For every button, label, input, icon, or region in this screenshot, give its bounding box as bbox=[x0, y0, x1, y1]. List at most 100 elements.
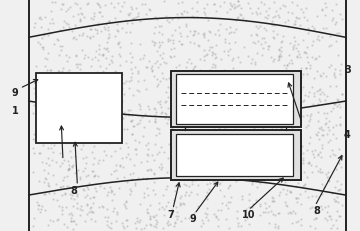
Point bbox=[175, 218, 180, 221]
Point bbox=[317, 74, 323, 78]
Point bbox=[97, 11, 103, 15]
Point bbox=[304, 175, 310, 179]
Point bbox=[256, 92, 261, 96]
Point bbox=[192, 178, 198, 182]
Point bbox=[45, 122, 50, 126]
Point bbox=[312, 206, 318, 209]
Point bbox=[172, 29, 178, 33]
Point bbox=[250, 87, 256, 91]
Point bbox=[260, 54, 265, 58]
Point bbox=[227, 201, 233, 204]
Point bbox=[149, 65, 154, 69]
Point bbox=[282, 6, 288, 9]
Point bbox=[90, 195, 96, 199]
Point bbox=[126, 109, 131, 113]
Point bbox=[35, 203, 41, 207]
Point bbox=[150, 214, 156, 218]
Point bbox=[252, 61, 257, 64]
Point bbox=[172, 221, 177, 225]
Point bbox=[50, 197, 56, 201]
Point bbox=[54, 38, 60, 41]
Point bbox=[144, 176, 150, 180]
Point bbox=[301, 157, 306, 161]
Point bbox=[37, 16, 42, 20]
Point bbox=[230, 98, 235, 101]
Point bbox=[328, 217, 334, 221]
Point bbox=[168, 117, 174, 121]
Point bbox=[146, 120, 152, 124]
Point bbox=[43, 91, 49, 95]
Point bbox=[161, 207, 167, 211]
Point bbox=[238, 132, 244, 136]
Point bbox=[54, 199, 59, 202]
Point bbox=[230, 57, 236, 61]
Point bbox=[117, 164, 123, 167]
Point bbox=[31, 133, 37, 136]
Point bbox=[309, 149, 315, 153]
Point bbox=[228, 4, 234, 8]
Point bbox=[50, 151, 56, 154]
Point bbox=[42, 57, 48, 61]
Point bbox=[290, 209, 296, 213]
Point bbox=[59, 111, 65, 115]
Point bbox=[239, 84, 245, 88]
Point bbox=[198, 165, 204, 168]
Point bbox=[75, 13, 81, 16]
Point bbox=[74, 79, 80, 83]
Point bbox=[132, 184, 138, 187]
Point bbox=[255, 185, 260, 189]
Point bbox=[94, 32, 100, 36]
Point bbox=[248, 165, 253, 168]
Point bbox=[162, 101, 168, 105]
Point bbox=[49, 1, 54, 5]
Point bbox=[284, 189, 289, 192]
Point bbox=[239, 153, 245, 157]
Point bbox=[192, 30, 198, 34]
Point bbox=[58, 8, 64, 12]
Point bbox=[92, 129, 98, 133]
Point bbox=[149, 69, 155, 73]
Point bbox=[149, 69, 154, 73]
Point bbox=[163, 204, 169, 208]
Point bbox=[215, 152, 220, 155]
Point bbox=[247, 109, 252, 113]
Point bbox=[240, 175, 246, 178]
Point bbox=[209, 54, 215, 58]
Point bbox=[324, 218, 329, 222]
Point bbox=[186, 112, 192, 116]
Point bbox=[272, 108, 278, 112]
Point bbox=[72, 126, 78, 130]
Point bbox=[152, 26, 158, 30]
Point bbox=[194, 176, 200, 179]
Point bbox=[156, 127, 162, 131]
Point bbox=[186, 58, 192, 62]
Point bbox=[332, 72, 337, 76]
Point bbox=[202, 211, 207, 215]
Point bbox=[300, 114, 306, 118]
Point bbox=[41, 192, 47, 196]
Point bbox=[129, 9, 135, 12]
Point bbox=[204, 3, 210, 6]
Point bbox=[156, 201, 162, 205]
Point bbox=[59, 45, 65, 49]
Point bbox=[64, 128, 70, 132]
Point bbox=[149, 153, 155, 157]
Point bbox=[165, 86, 171, 89]
Point bbox=[99, 15, 105, 18]
Point bbox=[173, 151, 179, 154]
Point bbox=[157, 63, 163, 66]
Point bbox=[201, 7, 207, 11]
Point bbox=[167, 55, 173, 58]
Point bbox=[165, 96, 171, 99]
Point bbox=[162, 117, 168, 120]
Point bbox=[315, 152, 321, 156]
Point bbox=[99, 54, 105, 58]
Point bbox=[330, 107, 336, 111]
Point bbox=[178, 12, 184, 15]
Point bbox=[106, 20, 112, 23]
Point bbox=[73, 222, 79, 226]
Point bbox=[102, 105, 108, 108]
Point bbox=[294, 200, 300, 204]
Point bbox=[195, 109, 201, 113]
Point bbox=[298, 217, 304, 221]
